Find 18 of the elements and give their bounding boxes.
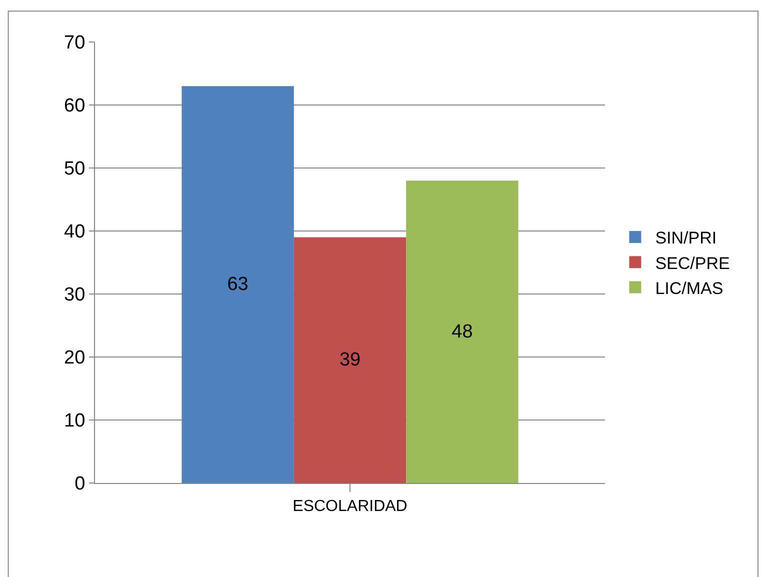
legend-label: LIC/MAS	[655, 278, 724, 298]
data-label: 48	[452, 321, 473, 342]
data-label: 39	[339, 350, 361, 371]
bar	[406, 180, 518, 483]
data-label: 63	[227, 274, 248, 296]
legend-label: SIN/PRI	[655, 228, 717, 248]
legend-label: SEC/PRE	[655, 254, 730, 273]
y-tick-label: 20	[64, 348, 86, 369]
y-tick-label: 70	[64, 32, 86, 54]
y-tick-label: 30	[64, 284, 86, 306]
y-tick-label: 50	[64, 158, 86, 180]
y-tick-label: 40	[64, 222, 86, 243]
y-tick-label: 60	[64, 96, 86, 117]
y-tick-label: 10	[64, 410, 86, 432]
x-tick-label: ESCOLARIDAD	[292, 498, 408, 516]
y-tick-label: 0	[74, 474, 86, 495]
bar	[182, 86, 294, 483]
bar	[294, 237, 406, 483]
